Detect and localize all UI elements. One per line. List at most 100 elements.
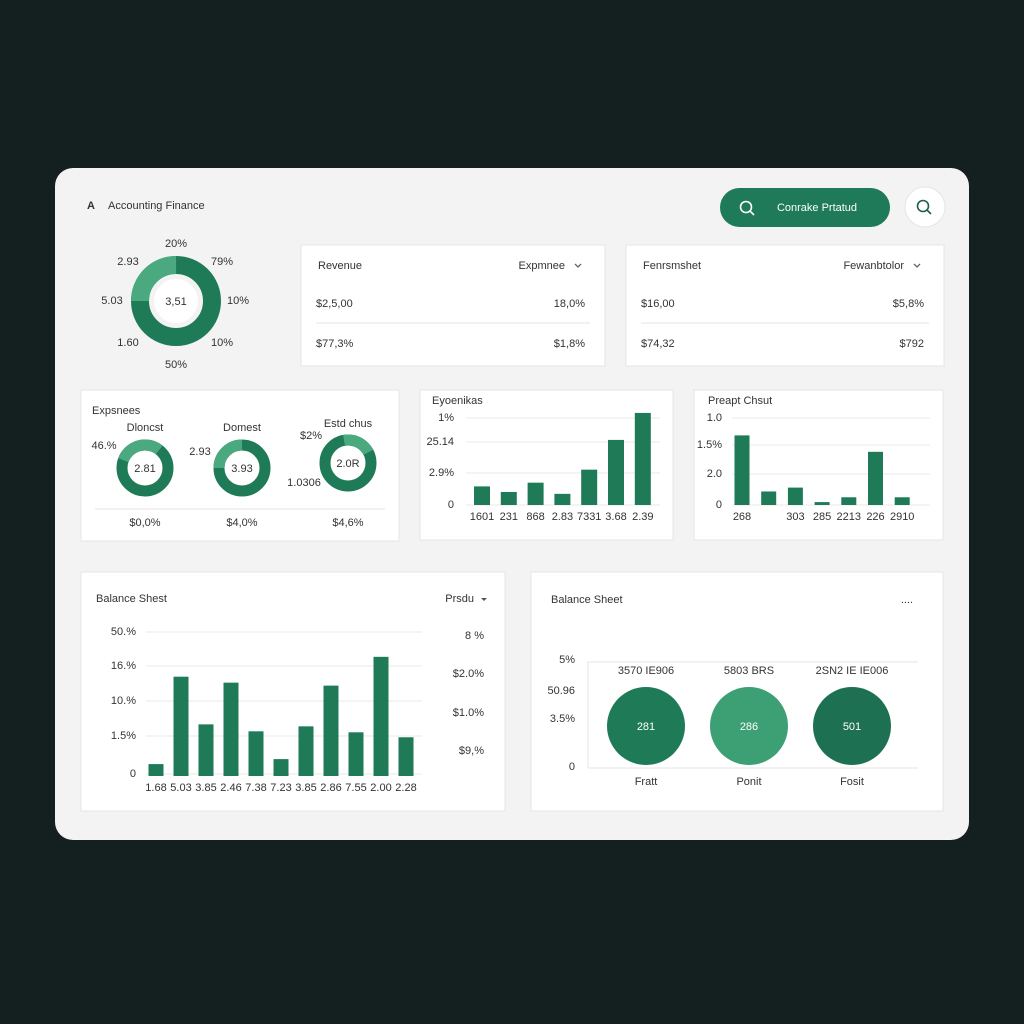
bar bbox=[298, 726, 314, 776]
x-label: 868 bbox=[526, 511, 544, 523]
side-value: 8 % bbox=[465, 630, 484, 642]
x-label: 1.68 bbox=[145, 782, 166, 794]
chevron bbox=[574, 263, 582, 268]
donut-label: 10% bbox=[227, 295, 249, 307]
bar bbox=[500, 491, 517, 505]
donut-label: Estd chus bbox=[324, 418, 373, 430]
x-label: 7.23 bbox=[270, 782, 291, 794]
bubble-value: 281 bbox=[637, 721, 655, 733]
bubble-label: 5803 BRS bbox=[724, 665, 774, 677]
x-label: 3.85 bbox=[195, 782, 216, 794]
donut-segment bbox=[319, 434, 377, 492]
x-label: 2.46 bbox=[220, 782, 241, 794]
x-label: 2.83 bbox=[552, 511, 573, 523]
bar bbox=[223, 682, 239, 776]
chevron bbox=[913, 263, 921, 268]
card bbox=[300, 244, 606, 367]
bar bbox=[608, 439, 624, 505]
bubble bbox=[607, 687, 685, 765]
card-title: Eyoenikas bbox=[432, 395, 483, 407]
donut-label: Domest bbox=[223, 422, 261, 434]
caret bbox=[481, 598, 487, 601]
donut-side-label: 46.% bbox=[91, 440, 116, 452]
y-label: 0 bbox=[130, 768, 136, 780]
card-dropdown: Prsdu bbox=[445, 593, 474, 605]
donut-side-label: $2% bbox=[300, 430, 322, 442]
donut-label: 5.03 bbox=[101, 295, 122, 307]
y-label: 25.14 bbox=[426, 436, 454, 448]
search-button[interactable] bbox=[904, 186, 946, 228]
kpi-value: $1,8% bbox=[554, 338, 585, 350]
y-label: 16.% bbox=[111, 660, 136, 672]
donut-label: 79% bbox=[211, 256, 233, 268]
donut-label: 10% bbox=[211, 337, 233, 349]
card-title: Balance Sheet bbox=[551, 594, 623, 606]
card bbox=[625, 244, 945, 367]
button-search-icon bbox=[749, 210, 755, 216]
x-label: 2.86 bbox=[320, 782, 341, 794]
y-label: 1% bbox=[438, 412, 454, 424]
bar bbox=[787, 487, 803, 505]
kpi-dropdown: Expmnee bbox=[519, 260, 565, 272]
bubble-caption: Fosit bbox=[840, 776, 864, 788]
bubble-caption: Ponit bbox=[736, 776, 761, 788]
x-label: 1601 bbox=[470, 511, 494, 523]
card-title: Preapt Chsut bbox=[708, 395, 772, 407]
bar bbox=[634, 412, 651, 505]
donut-label: 2.93 bbox=[117, 256, 138, 268]
app-title: Accounting Finance bbox=[108, 200, 205, 212]
search-icon bbox=[926, 209, 932, 215]
donut-segment bbox=[213, 439, 271, 497]
action-button[interactable] bbox=[720, 188, 890, 227]
y-label: 50.% bbox=[111, 626, 136, 638]
bubble-label: 3570 IE906 bbox=[618, 665, 674, 677]
y-label: 3.5% bbox=[550, 713, 575, 725]
x-label: 7.38 bbox=[245, 782, 266, 794]
bar bbox=[248, 731, 264, 776]
y-label: 2.9% bbox=[429, 467, 454, 479]
donut-center: 2.81 bbox=[134, 463, 155, 475]
bar bbox=[554, 493, 571, 505]
kpi-value: $77,3% bbox=[316, 338, 354, 350]
donut-hole bbox=[130, 453, 160, 483]
bar bbox=[474, 486, 490, 505]
bubble-label: 2SN2 IE IE006 bbox=[816, 665, 889, 677]
bar bbox=[581, 469, 598, 505]
y-label: 5% bbox=[559, 654, 575, 666]
bubble-value: 501 bbox=[843, 721, 861, 733]
logo: A bbox=[87, 200, 95, 212]
card-title: Balance Shest bbox=[96, 593, 167, 605]
side-value: $1.0% bbox=[453, 707, 484, 719]
search-icon bbox=[916, 199, 930, 213]
x-label: 3.68 bbox=[605, 511, 626, 523]
side-value: $9,% bbox=[459, 745, 484, 757]
kpi-value: $5,8% bbox=[893, 298, 924, 310]
bar bbox=[841, 497, 857, 505]
donut-value: $0,0% bbox=[129, 517, 160, 529]
bar bbox=[868, 451, 883, 505]
button-label: Conrake Prtatud bbox=[777, 202, 857, 214]
x-label: 226 bbox=[866, 511, 884, 523]
bubble-value: 286 bbox=[740, 721, 758, 733]
y-label: 50.96 bbox=[547, 685, 575, 697]
side-value: $2.0% bbox=[453, 668, 484, 680]
kpi-value: $792 bbox=[900, 338, 924, 350]
donut-label: 50% bbox=[165, 359, 187, 371]
x-label: 3.85 bbox=[295, 782, 316, 794]
x-label: 2.39 bbox=[632, 511, 653, 523]
kpi-dropdown: Fewanbtolor bbox=[843, 260, 904, 272]
y-label: 10.% bbox=[111, 695, 136, 707]
y-label: 1.0 bbox=[707, 412, 722, 424]
card-title: Expsnees bbox=[92, 405, 141, 417]
donut-hole bbox=[333, 448, 363, 478]
bubble bbox=[710, 687, 788, 765]
kpi-title: Fenrsmshet bbox=[643, 260, 701, 272]
card-menu: .... bbox=[901, 594, 913, 606]
y-label: 2.0 bbox=[707, 468, 722, 480]
card bbox=[419, 389, 674, 541]
donut-center: 3.93 bbox=[231, 463, 252, 475]
x-label: 285 bbox=[813, 511, 831, 523]
y-label: 0 bbox=[716, 499, 722, 511]
